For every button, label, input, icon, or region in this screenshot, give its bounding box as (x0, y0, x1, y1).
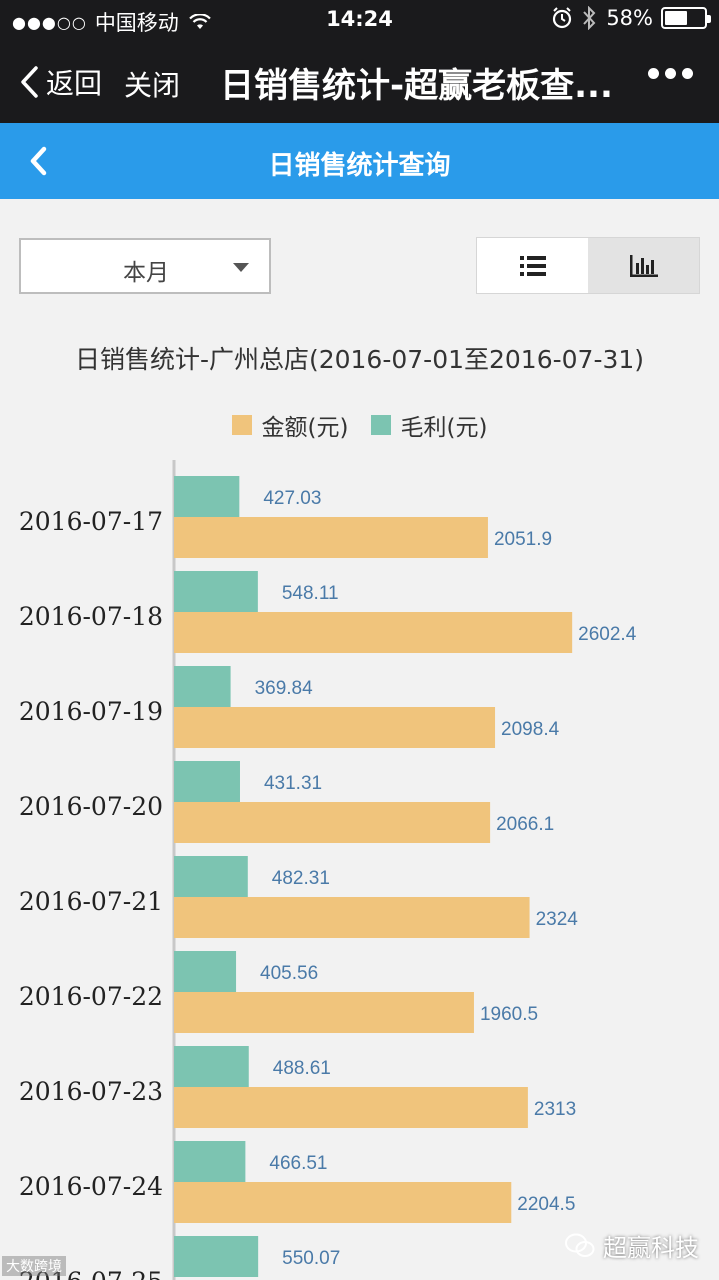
status-left: ●●●○○ 中国移动 (12, 7, 211, 37)
legend-swatch (231, 415, 252, 435)
bar-chart: 2016-07-17 427.03 2051.9 2016-07-18 548.11 26… (19, 460, 637, 1280)
period-select-value: 本月 (123, 260, 169, 286)
category-label: 2016-07-21 (19, 887, 163, 916)
profit-bar (174, 666, 231, 707)
category-label: 2016-07-18 (19, 602, 163, 631)
profit-bar (174, 571, 258, 612)
caret-down-icon (233, 263, 249, 272)
profit-bar (174, 856, 248, 897)
amount-value-label: 2098.4 (501, 719, 560, 740)
nav-title: 日销售统计-超赢老板查... (220, 66, 613, 106)
more-dot-icon (682, 68, 693, 79)
amount-value-label: 2602.4 (578, 624, 637, 645)
legend-label: 金额(元) (261, 415, 349, 441)
battery-level (665, 11, 687, 25)
profit-value-label: 431.31 (264, 773, 322, 794)
page-title: 日销售统计查询 (268, 151, 451, 181)
profit-bar (174, 476, 240, 517)
status-right: 58% (552, 6, 711, 30)
profit-bar (174, 951, 237, 992)
category-label: 2016-07-20 (19, 792, 163, 821)
amount-bar (174, 612, 573, 653)
wifi-icon (189, 14, 211, 29)
bar-chart-icon (629, 254, 658, 277)
nav-bar: 返回 关闭 日销售统计-超赢老板查... (0, 40, 719, 123)
amount-value-label: 2324 (536, 909, 579, 930)
wechat-logo-icon (565, 1233, 595, 1257)
more-dot-icon (648, 68, 659, 79)
profit-value-label: 548.11 (282, 583, 339, 604)
legend-item-profit[interactable]: 毛利(元) (370, 408, 488, 442)
view-toggle (476, 237, 700, 294)
more-options-button[interactable] (648, 68, 693, 79)
amount-bar (174, 897, 530, 938)
amount-bar (174, 1182, 512, 1223)
alarm-icon (553, 7, 572, 29)
amount-value-label: 2066.1 (496, 814, 554, 835)
legend-item-amount[interactable]: 金额(元) (231, 408, 349, 442)
chart-title: 日销售统计-广州总店(2016-07-01至2016-07-31) (74, 345, 645, 374)
list-view-button[interactable] (477, 238, 588, 293)
chart-legend: 金额(元) 毛利(元) (0, 408, 719, 442)
amount-value-label: 2051.9 (494, 529, 552, 550)
amount-bar (174, 992, 474, 1033)
status-time: 14:24 (326, 7, 393, 31)
profit-bar (174, 1236, 259, 1277)
profit-bar (174, 1141, 246, 1182)
profit-value-label: 405.56 (260, 963, 318, 984)
period-select[interactable]: 本月 (19, 238, 271, 294)
profit-value-label: 488.61 (273, 1058, 331, 1079)
status-bar: ●●●○○ 中国移动 14:24 58% (0, 0, 719, 40)
battery-cap (707, 15, 711, 23)
amount-bar (174, 707, 496, 748)
signal-strength: ●●●○○ (12, 12, 87, 32)
nav-back-button[interactable]: 返回 (18, 62, 102, 102)
category-label: 2016-07-22 (19, 982, 163, 1011)
amount-value-label: 2204.5 (517, 1194, 575, 1215)
amount-value-label: 2313 (534, 1099, 576, 1120)
profit-value-label: 369.84 (255, 678, 314, 699)
category-label: 2016-07-23 (19, 1077, 163, 1106)
category-label: 2016-07-19 (19, 697, 163, 726)
list-icon (519, 255, 546, 276)
page-header: 日销售统计查询 (0, 123, 719, 199)
amount-value-label: 1960.5 (480, 1004, 538, 1025)
header-back-icon[interactable] (24, 143, 50, 179)
legend-swatch (370, 415, 391, 435)
battery-percent: 58% (606, 6, 653, 30)
chevron-left-icon (21, 66, 38, 98)
profit-value-label: 427.03 (263, 488, 321, 509)
profit-value-label: 466.51 (269, 1153, 327, 1174)
category-label: 2016-07-24 (19, 1172, 163, 1201)
watermark-left: 大数跨境 (2, 1256, 66, 1276)
amount-bar (174, 517, 488, 558)
legend-label: 毛利(元) (400, 415, 488, 441)
carrier-name: 中国移动 (94, 11, 179, 35)
amount-bar (174, 802, 491, 843)
profit-value-label: 482.31 (272, 868, 330, 889)
watermark-right: 超赢科技 (565, 1228, 699, 1263)
category-label: 2016-07-17 (19, 507, 163, 536)
profit-bar (174, 761, 240, 802)
profit-value-label: 550.07 (282, 1248, 340, 1269)
watermark-right-text: 超赢科技 (603, 1234, 699, 1262)
category-label: 2016-07-25 (19, 1267, 163, 1280)
profit-bar (174, 1046, 249, 1087)
more-dot-icon (665, 68, 676, 79)
battery-icon (661, 7, 711, 29)
amount-bar (174, 1087, 528, 1128)
nav-back-label: 返回 (46, 67, 103, 100)
chart-view-button[interactable] (588, 238, 699, 293)
bluetooth-icon (583, 6, 596, 30)
nav-close-button[interactable]: 关闭 (124, 69, 181, 102)
